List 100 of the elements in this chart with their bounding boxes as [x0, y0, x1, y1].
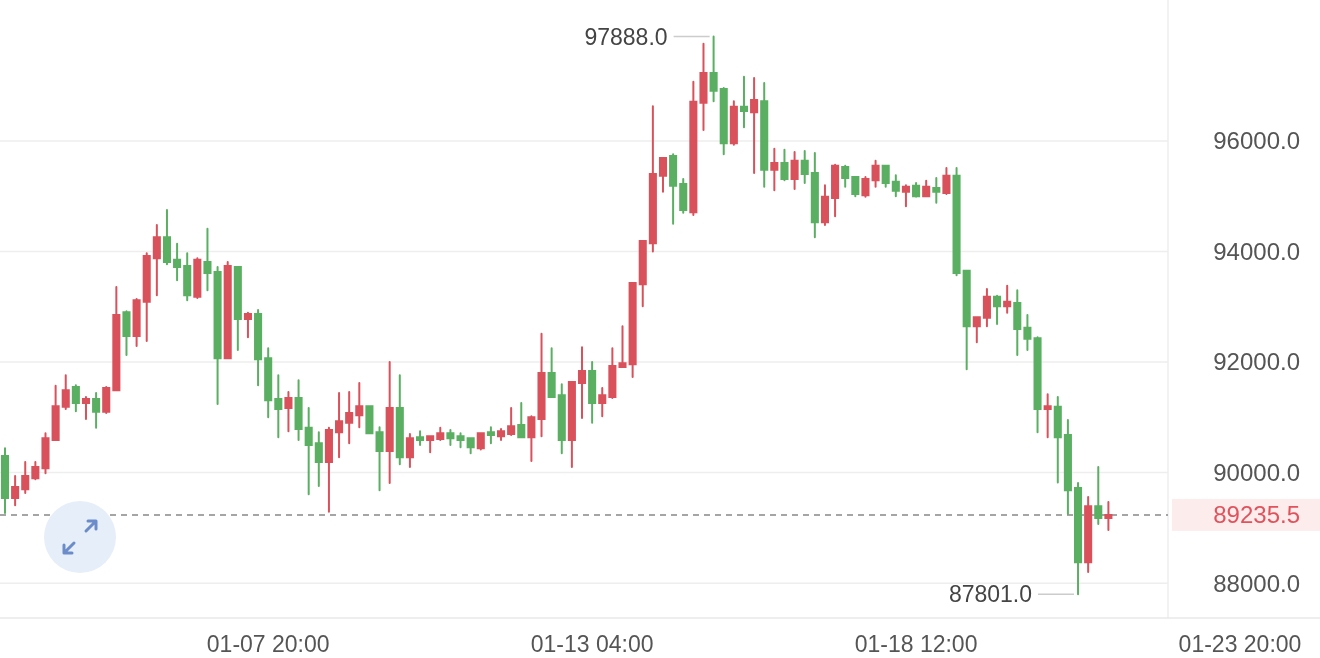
candlestick — [345, 390, 354, 445]
candlestick — [355, 382, 364, 429]
candlestick — [274, 374, 283, 439]
candlestick — [213, 265, 222, 406]
candlestick — [335, 392, 344, 459]
candlestick — [1003, 284, 1012, 314]
candlestick — [598, 387, 607, 418]
candlestick — [152, 223, 161, 297]
candlestick — [456, 432, 465, 449]
candlestick — [486, 426, 495, 445]
candlestick — [972, 316, 981, 344]
candlestick — [638, 240, 647, 308]
candlestick — [61, 374, 70, 411]
candlestick — [162, 209, 171, 266]
candlestick — [243, 311, 252, 339]
candlestick — [790, 151, 799, 191]
candlestick — [466, 437, 475, 455]
candlestick — [304, 406, 313, 496]
candlestick — [11, 474, 20, 507]
candlestick — [294, 379, 303, 442]
candlestick — [254, 309, 263, 387]
candlestick — [567, 380, 576, 469]
candlestick — [426, 435, 435, 454]
candlestick — [982, 288, 991, 328]
x-tick-label: 01-07 20:00 — [206, 631, 330, 657]
candlestick — [1063, 419, 1072, 516]
y-tick-label: 88000.0 — [1213, 569, 1300, 597]
candlestick — [942, 167, 951, 196]
candlestick — [71, 384, 80, 413]
candlestick — [476, 432, 485, 451]
candlestick — [1104, 500, 1113, 532]
candlestick — [547, 347, 556, 398]
candlestick — [993, 294, 1002, 325]
candlestick — [648, 105, 657, 253]
candlestick — [1074, 482, 1083, 596]
candlestick — [527, 415, 536, 463]
candlestick — [395, 374, 404, 466]
candlestick — [41, 432, 50, 475]
candlestick — [122, 310, 131, 356]
x-tick-label: 01-13 04:00 — [530, 631, 654, 657]
x-tick-label: 01-18 12:00 — [854, 631, 978, 657]
candlestick — [21, 461, 30, 495]
candlestick — [719, 86, 728, 156]
candlestick — [912, 181, 921, 198]
candlestick — [112, 285, 121, 392]
candlestick — [952, 167, 961, 277]
candlestick — [557, 383, 566, 455]
candlestick — [1094, 466, 1103, 526]
candlestick — [284, 390, 293, 433]
candlestick — [1043, 393, 1052, 439]
y-tick-label: 96000.0 — [1213, 127, 1300, 155]
candlestick — [314, 431, 323, 487]
annotation: 97888.0 — [584, 23, 668, 50]
candlestick — [922, 179, 931, 198]
candlestick — [831, 163, 840, 218]
candlestick — [577, 346, 587, 419]
candlestick — [507, 406, 516, 437]
candlestick — [193, 257, 202, 299]
candlestick — [699, 42, 708, 131]
y-tick-label: 94000.0 — [1213, 237, 1300, 265]
candlestick — [173, 242, 182, 282]
candlestick — [861, 175, 870, 198]
candlestick — [618, 325, 627, 369]
candlestick — [385, 361, 394, 485]
candlestick — [51, 384, 60, 442]
candlestick — [820, 184, 829, 226]
candlestick — [1023, 314, 1032, 351]
candlestick — [223, 261, 232, 360]
candlestick — [962, 269, 971, 371]
candlestick — [264, 347, 273, 419]
candlestick — [932, 176, 941, 204]
candlestick — [658, 157, 668, 193]
candlestick — [770, 147, 779, 192]
candlestick — [689, 80, 698, 217]
candlestick — [81, 395, 91, 420]
candlestick — [517, 401, 526, 439]
candlestick — [537, 332, 546, 438]
candlestick — [628, 282, 637, 378]
y-tick-label: 92000.0 — [1213, 348, 1300, 376]
candlestick — [203, 227, 212, 292]
candlestick — [0, 447, 10, 514]
candlestick — [233, 265, 242, 351]
candlestick — [365, 405, 374, 435]
candlestick — [709, 35, 718, 103]
y-tick-label: 90000.0 — [1213, 459, 1300, 487]
candlestick — [1033, 336, 1042, 434]
candlestick — [436, 426, 445, 442]
candlestick — [810, 152, 819, 239]
candlestick — [750, 76, 759, 175]
candlestick — [588, 361, 597, 424]
candlestick — [416, 430, 425, 446]
candlestick — [891, 174, 900, 198]
candlestick — [31, 461, 40, 481]
candlestick — [496, 427, 506, 442]
candlestick — [183, 252, 192, 302]
candlestick — [729, 100, 738, 146]
candlestick — [679, 178, 688, 214]
candlestick — [1053, 395, 1062, 484]
candlestick — [405, 432, 414, 469]
candlestick — [92, 392, 101, 429]
